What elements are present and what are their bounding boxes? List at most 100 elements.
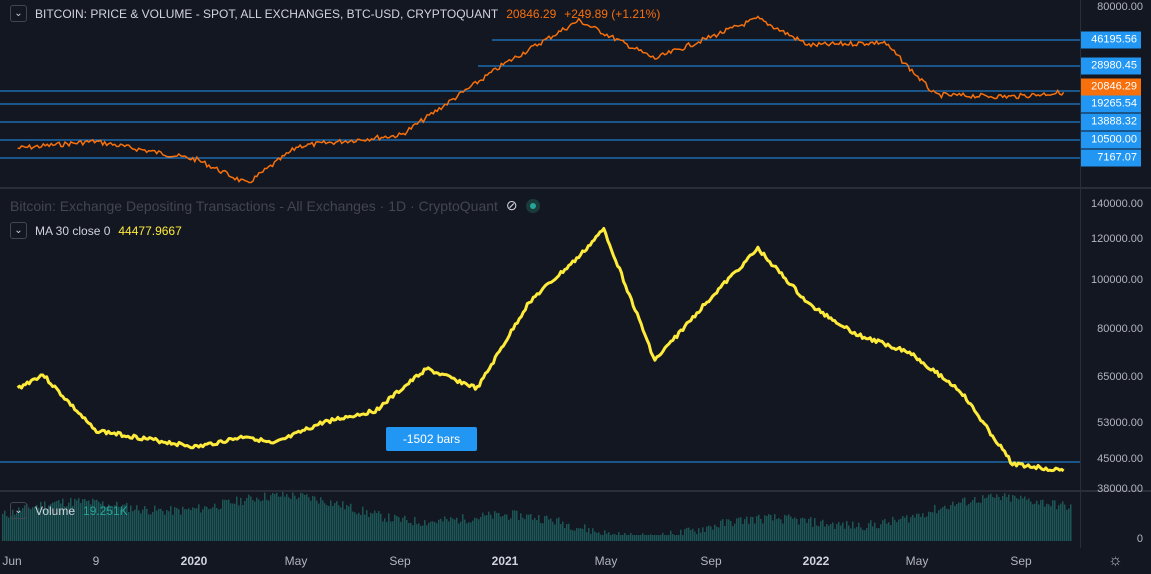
volume-bar [600, 534, 602, 541]
volume-bar [34, 506, 36, 541]
volume-bar [906, 515, 908, 541]
level-label: 46195.56 [1081, 31, 1141, 49]
eye-off-icon[interactable]: ⊘ [505, 197, 518, 213]
volume-bar [592, 528, 594, 541]
volume-bar [672, 533, 674, 541]
volume-bar [904, 517, 906, 541]
volume-bar [514, 510, 516, 541]
level-label: 7167.07 [1081, 149, 1141, 167]
chevron-down-icon[interactable]: ⌄ [10, 5, 27, 22]
volume-bar [496, 512, 498, 541]
volume-bar [432, 521, 434, 541]
volume-bar [540, 522, 542, 541]
volume-bar [188, 508, 190, 541]
volume-bar [394, 514, 396, 541]
gear-icon[interactable]: ☼ [1108, 552, 1123, 569]
volume-bar [852, 521, 854, 541]
volume-bar [404, 515, 406, 541]
volume-bar [610, 535, 612, 541]
chevron-down-icon[interactable]: ⌄ [10, 502, 27, 519]
volume-bar [376, 513, 378, 541]
volume-bar [826, 524, 828, 541]
volume-bar [1068, 508, 1070, 541]
volume-bar [622, 534, 624, 541]
volume-bar [870, 520, 872, 541]
price-pane[interactable]: ⌄ BITCOIN: PRICE & VOLUME - SPOT, ALL EX… [0, 0, 1080, 187]
volume-bar [320, 497, 322, 541]
volume-bar [502, 515, 504, 541]
volume-bar [532, 519, 534, 541]
volume-bar [504, 514, 506, 541]
deposits-axis[interactable]: 140000.00 120000.00 100000.00 80000.00 6… [1081, 189, 1151, 495]
volume-bar [978, 502, 980, 541]
chevron-down-icon[interactable]: ⌄ [10, 222, 27, 239]
volume-bar [844, 528, 846, 541]
volume-bar [226, 499, 228, 541]
volume-bar [44, 501, 46, 541]
volume-bar [1008, 494, 1010, 541]
volume-bar [314, 496, 316, 541]
volume-bar [634, 535, 636, 541]
volume-bar [994, 497, 996, 541]
volume-bar [524, 519, 526, 541]
volume-bar [1046, 503, 1048, 541]
volume-bar [884, 519, 886, 541]
volume-bar [456, 517, 458, 541]
volume-bar [848, 525, 850, 541]
volume-bar [232, 503, 234, 541]
volume-bar [832, 522, 834, 541]
volume-bar [768, 514, 770, 541]
volume-bar [636, 535, 638, 541]
volume-bar [702, 527, 704, 541]
volume-bar [534, 517, 536, 541]
volume-bar [94, 500, 96, 541]
volume-bar [616, 535, 618, 541]
volume-bar [1036, 500, 1038, 541]
level-label: 10500.00 [1081, 131, 1141, 149]
volume-bar [1034, 503, 1036, 541]
volume-bar [892, 516, 894, 541]
volume-bar [1006, 497, 1008, 541]
volume-bar [760, 518, 762, 541]
volume-bar [142, 509, 144, 541]
price-axis[interactable]: 80000.00 [1081, 0, 1151, 187]
volume-bar [626, 535, 628, 541]
volume-bar [528, 514, 530, 541]
volume-bar [706, 526, 708, 541]
deposits-pane[interactable]: Bitcoin: Exchange Depositing Transaction… [0, 189, 1080, 488]
volume-label: Volume [35, 503, 76, 518]
volume-bar [338, 505, 340, 541]
volume-bar [602, 535, 604, 541]
volume-bar [512, 510, 514, 541]
volume-bar [156, 510, 158, 541]
volume-bar [804, 518, 806, 541]
volume-bar [974, 496, 976, 541]
price-line [17, 15, 1065, 184]
volume-bar [1022, 498, 1024, 541]
volume-bar [82, 499, 84, 541]
volume-bar [52, 502, 54, 541]
volume-bar [214, 503, 216, 541]
volume-bar [248, 494, 250, 541]
volume-bar [296, 499, 298, 541]
volume-bar [190, 510, 192, 541]
volume-bar [686, 527, 688, 541]
volume-bar [382, 521, 384, 541]
volume-bar [100, 503, 102, 541]
volume-bar [1056, 509, 1058, 541]
volume-bar [176, 507, 178, 541]
volume-bar [1032, 504, 1034, 541]
volume-pane[interactable]: ⌄ Volume 19.251K [0, 492, 1080, 541]
volume-bar [28, 507, 30, 541]
volume-bar [32, 507, 34, 541]
volume-bar [298, 497, 300, 541]
volume-bar [454, 519, 456, 541]
time-axis[interactable]: Jun 9 2020 May Sep 2021 May Sep 2022 May… [0, 548, 1080, 574]
volume-bar [552, 521, 554, 541]
volume-axis[interactable]: 0 [1081, 492, 1151, 545]
volume-bar [814, 518, 816, 541]
volume-bar [330, 500, 332, 541]
volume-bar [794, 517, 796, 541]
deposits-tick: 53000.00 [1097, 417, 1143, 429]
volume-bar [778, 518, 780, 541]
